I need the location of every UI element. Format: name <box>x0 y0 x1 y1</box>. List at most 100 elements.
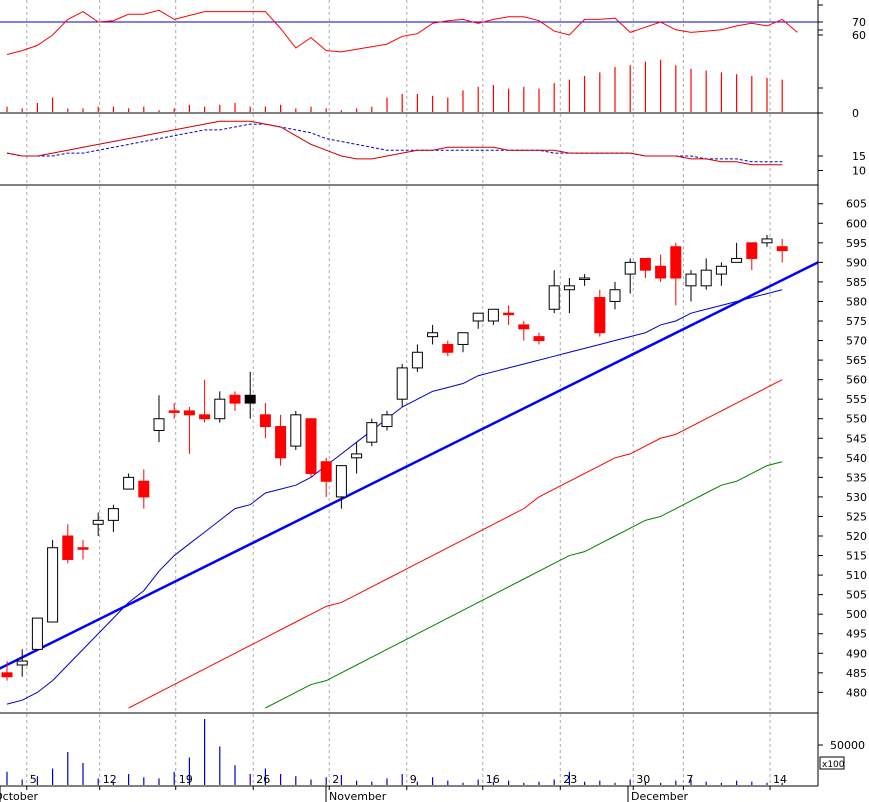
rsi-panel <box>0 9 818 112</box>
candle-body <box>320 461 332 482</box>
candle-body <box>563 285 575 291</box>
candle-body <box>259 414 271 428</box>
candle-body <box>685 273 697 287</box>
candle-body <box>670 246 682 279</box>
candle-body <box>153 418 165 431</box>
x-tick-label: 16 <box>486 773 500 786</box>
candle-body <box>503 312 515 316</box>
candle-body <box>214 398 226 420</box>
candle-body <box>77 547 89 550</box>
price-tick-label: 530 <box>846 491 867 504</box>
price-tick-label: 525 <box>846 510 867 523</box>
price-tick-label: 495 <box>846 628 867 641</box>
candle-body <box>381 414 393 428</box>
candle-body <box>92 519 104 525</box>
price-tick-label: 490 <box>846 647 867 660</box>
price-tick-label: 590 <box>846 256 867 269</box>
x-tick-label: 23 <box>563 773 577 786</box>
x-tick-label: 12 <box>103 773 117 786</box>
volume-unit-label: x100 <box>822 760 845 770</box>
price-tick-label: 600 <box>846 217 867 230</box>
macd-tick-label: 15 <box>852 150 866 163</box>
rsi-tick-label: 70 <box>852 16 866 29</box>
x-tick-label: 14 <box>773 773 787 786</box>
candle-body <box>700 269 712 287</box>
price-tick-label: 515 <box>846 550 867 563</box>
candle-body <box>396 367 408 400</box>
price-tick-label: 550 <box>846 413 867 426</box>
candle-body <box>107 508 119 521</box>
volume-panel <box>6 719 783 785</box>
candle-body <box>457 332 469 345</box>
candle-body <box>472 312 484 322</box>
candle-body <box>366 422 378 443</box>
candle-body <box>183 410 195 416</box>
price-tick-label: 595 <box>846 237 867 250</box>
candle-body <box>199 414 211 420</box>
trendline <box>0 261 819 670</box>
panel-frames <box>0 0 819 787</box>
x-tick-label: 2 <box>332 773 339 786</box>
rsi-tick-label: 60 <box>852 29 866 42</box>
candle-body <box>1 672 13 678</box>
candle-body <box>624 261 636 275</box>
candle-body <box>411 351 423 369</box>
price-tick-label: 535 <box>846 471 867 484</box>
candle-body <box>275 426 287 459</box>
axis-labels: 4804854904955005055105155205255305355405… <box>0 4 867 802</box>
candle-body <box>427 332 439 338</box>
candle-body <box>533 336 545 342</box>
macd-line <box>6 120 783 166</box>
price-tick-label: 580 <box>846 295 867 308</box>
price-tick-label: 570 <box>846 335 867 348</box>
x-tick-label: 26 <box>256 773 270 786</box>
macd-panel <box>6 120 783 166</box>
price-tick-label: 560 <box>846 374 867 387</box>
moving-average-line <box>6 289 783 705</box>
moving-average-line <box>265 461 783 709</box>
price-tick-label: 510 <box>846 569 867 582</box>
candle-body <box>244 394 256 404</box>
month-label: November <box>329 790 387 802</box>
candle-body <box>746 242 758 259</box>
x-tick-label: 19 <box>179 773 193 786</box>
month-label: December <box>631 790 689 802</box>
rsi-tick-label: 0 <box>852 107 859 120</box>
candle-body <box>655 265 667 279</box>
price-tick-label: 555 <box>846 393 867 406</box>
candle-body <box>290 414 302 447</box>
candle-body <box>594 297 606 334</box>
candle-body <box>639 257 651 271</box>
candle-body <box>548 285 560 310</box>
candle-body <box>609 289 621 302</box>
price-tick-label: 520 <box>846 530 867 543</box>
price-tick-label: 480 <box>846 686 867 699</box>
candle-body <box>47 547 59 623</box>
x-tick-label: 30 <box>636 773 650 786</box>
volume-tick-label: 50000 <box>830 739 865 752</box>
candle-body <box>138 480 150 498</box>
price-tick-label: 540 <box>846 452 867 465</box>
candle-body <box>305 418 317 474</box>
candle-body <box>776 246 788 252</box>
x-tick-label: 5 <box>30 773 37 786</box>
candle-body <box>351 453 363 459</box>
price-panel <box>0 235 819 709</box>
candle-body <box>518 324 530 330</box>
x-tick-label: 7 <box>686 773 693 786</box>
price-tick-label: 575 <box>846 315 867 328</box>
candle-body <box>487 308 499 322</box>
candle-body <box>579 277 591 280</box>
moving-average-line <box>128 379 783 709</box>
candle-body <box>31 617 43 650</box>
candle-body <box>335 465 347 498</box>
price-tick-label: 500 <box>846 608 867 621</box>
macd-tick-label: 10 <box>852 165 866 178</box>
candle-body <box>715 265 727 275</box>
price-tick-label: 545 <box>846 432 867 445</box>
price-tick-label: 605 <box>846 198 867 211</box>
month-label: October <box>0 790 38 802</box>
price-tick-label: 485 <box>846 667 867 680</box>
candle-body <box>168 410 180 413</box>
